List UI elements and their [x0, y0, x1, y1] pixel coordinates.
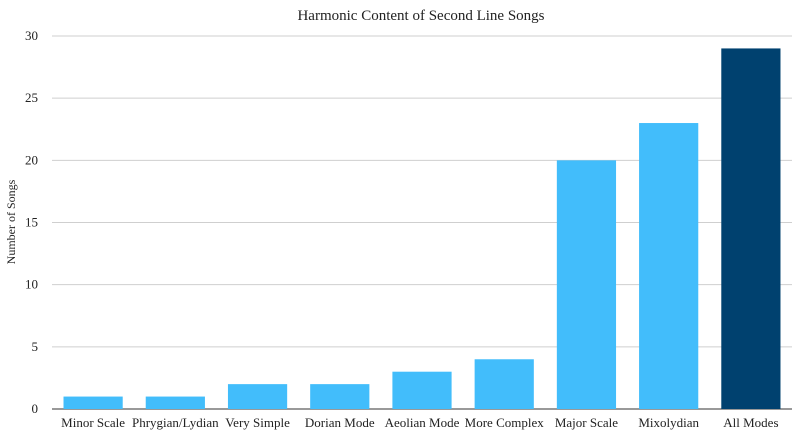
- x-tick-label: More Complex: [465, 415, 545, 430]
- y-tick-label: 20: [25, 152, 38, 167]
- bar: [392, 371, 452, 409]
- y-tick-label: 30: [25, 28, 38, 43]
- bar: [721, 48, 781, 409]
- y-tick-label: 10: [25, 277, 38, 292]
- bar: [474, 359, 534, 409]
- x-tick-label: Minor Scale: [61, 415, 125, 430]
- x-tick-label: Very Simple: [225, 415, 290, 430]
- x-tick-label: Mixolydian: [638, 415, 699, 430]
- bar: [556, 160, 617, 409]
- chart-title: Harmonic Content of Second Line Songs: [297, 8, 544, 24]
- bar: [310, 384, 370, 409]
- bar: [63, 396, 123, 409]
- y-axis-label: Number of Songs: [4, 179, 18, 264]
- x-axis-ticks: Minor Scale Phrygian/Lydian Very Simple Dor…: [61, 415, 778, 430]
- y-tick-label: 0: [32, 401, 39, 416]
- bars: [63, 48, 781, 410]
- x-tick-label: Aeolian Mode: [385, 415, 460, 430]
- y-tick-label: 5: [32, 339, 39, 354]
- x-tick-label: Phrygian/Lydian: [132, 415, 219, 430]
- bar: [227, 384, 288, 409]
- x-tick-label: Dorian Mode: [305, 415, 375, 430]
- y-tick-label: 25: [25, 90, 38, 105]
- bar: [639, 123, 699, 410]
- y-axis-ticks: 0 5 10 15 20 25 30: [25, 28, 38, 416]
- bar: [145, 396, 205, 409]
- y-tick-label: 15: [25, 215, 38, 230]
- x-tick-label: All Modes: [723, 415, 778, 430]
- x-tick-label: Major Scale: [555, 415, 618, 430]
- gridlines: [52, 35, 792, 410]
